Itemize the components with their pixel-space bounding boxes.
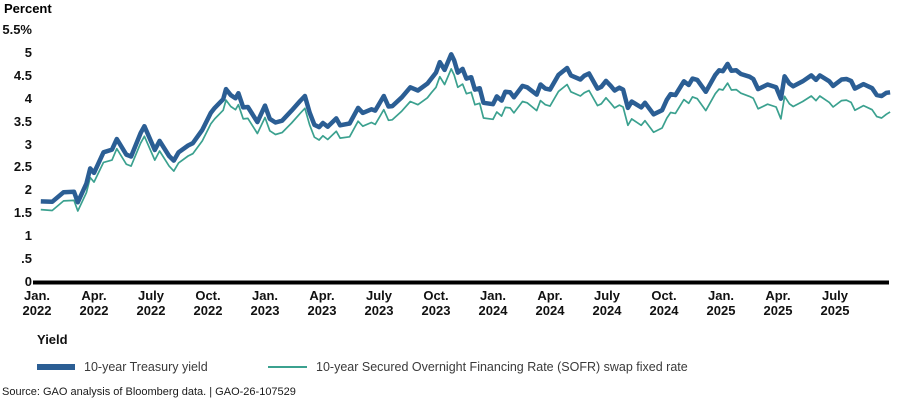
y-axis-tick-label: .5 — [21, 251, 32, 267]
x-tick-year: 2023 — [364, 303, 394, 318]
x-axis-tick-label: July 2023 — [351, 288, 407, 318]
x-tick-year: 2024 — [478, 303, 508, 318]
y-axis-tick-label: 4.5 — [13, 67, 32, 83]
y-axis-tick-label: 0 — [24, 274, 32, 289]
x-tick-month: July — [821, 288, 848, 303]
sofr-line-swatch-icon — [268, 366, 307, 368]
x-axis-tick-label: Apr. 2024 — [522, 288, 578, 318]
x-tick-year: 2024 — [592, 303, 622, 318]
y-axis-tick-label: 1 — [24, 228, 32, 244]
x-tick-month: July — [593, 288, 620, 303]
y-axis-tick-label: 4 — [24, 90, 32, 106]
x-tick-year: 2023 — [250, 303, 280, 318]
x-tick-month: Oct. — [651, 288, 677, 303]
x-tick-month: July — [137, 288, 164, 303]
x-tick-year: 2022 — [193, 303, 223, 318]
y-axis-title: Percent — [4, 1, 52, 16]
treasury-line-swatch-icon — [37, 364, 75, 370]
legend-label-treasury: 10-year Treasury yield — [84, 360, 208, 374]
x-tick-month: Oct. — [423, 288, 449, 303]
x-axis-tick-label: Jan. 2024 — [465, 288, 521, 318]
x-axis-tick-label: July 2024 — [579, 288, 635, 318]
y-axis-tick-label: 5 — [24, 44, 32, 60]
x-axis-tick-label: Oct. 2023 — [408, 288, 464, 318]
y-axis-tick-label: 1.5 — [13, 205, 32, 221]
x-tick-year: 2023 — [421, 303, 451, 318]
y-axis-tick-label: 3 — [24, 136, 32, 152]
x-axis-tick-label: Apr. 2023 — [294, 288, 350, 318]
treasury-yield-line — [40, 52, 891, 205]
source-note: Source: GAO analysis of Bloomberg data. … — [2, 386, 296, 398]
x-tick-month: Oct. — [195, 288, 221, 303]
x-tick-month: Apr. — [537, 288, 563, 303]
x-tick-month: Jan. — [23, 288, 50, 303]
x-axis-tick-label: Apr. 2025 — [750, 288, 806, 318]
x-tick-month: Apr. — [81, 288, 107, 303]
x-tick-year: 2024 — [535, 303, 565, 318]
x-axis-tick-label: Jan. 2022 — [9, 288, 65, 318]
legend-label-sofr: 10-year Secured Overnight Financing Rate… — [316, 360, 688, 374]
x-tick-month: Apr. — [309, 288, 335, 303]
x-axis-tick-label: Oct. 2024 — [636, 288, 692, 318]
x-tick-year: 2025 — [820, 303, 850, 318]
x-axis-tick-label: Apr. 2022 — [66, 288, 122, 318]
y-axis-tick-label: 3.5 — [13, 113, 32, 129]
sofr-swap-line — [40, 68, 891, 212]
y-axis-tick-label: 5.5% — [2, 21, 32, 37]
x-axis-tick-label: Jan. 2023 — [237, 288, 293, 318]
x-tick-year: 2022 — [22, 303, 52, 318]
x-axis-tick-label: July 2025 — [807, 288, 863, 318]
x-tick-year: 2023 — [307, 303, 337, 318]
legend-item-treasury: 10-year Treasury yield — [37, 358, 208, 376]
line-chart-plot-area — [33, 52, 891, 285]
x-axis-tick-label: Jan. 2025 — [693, 288, 749, 318]
x-tick-month: Apr. — [765, 288, 791, 303]
legend-item-sofr: 10-year Secured Overnight Financing Rate… — [268, 358, 688, 376]
legend: 10-year Treasury yield 10-year Secured O… — [0, 358, 900, 378]
x-tick-month: Jan. — [251, 288, 278, 303]
x-tick-year: 2025 — [763, 303, 793, 318]
x-tick-year: 2022 — [136, 303, 166, 318]
x-tick-year: 2022 — [79, 303, 109, 318]
y-axis-tick-label: 2.5 — [13, 159, 32, 175]
legend-title: Yield — [37, 332, 68, 347]
x-axis-tick-label: July 2022 — [123, 288, 179, 318]
x-tick-year: 2024 — [649, 303, 679, 318]
x-tick-month: Jan. — [707, 288, 734, 303]
x-tick-month: July — [365, 288, 392, 303]
x-axis-tick-label: Oct. 2022 — [180, 288, 236, 318]
x-tick-month: Jan. — [479, 288, 506, 303]
y-axis-tick-label: 2 — [24, 182, 32, 198]
x-tick-year: 2025 — [706, 303, 736, 318]
